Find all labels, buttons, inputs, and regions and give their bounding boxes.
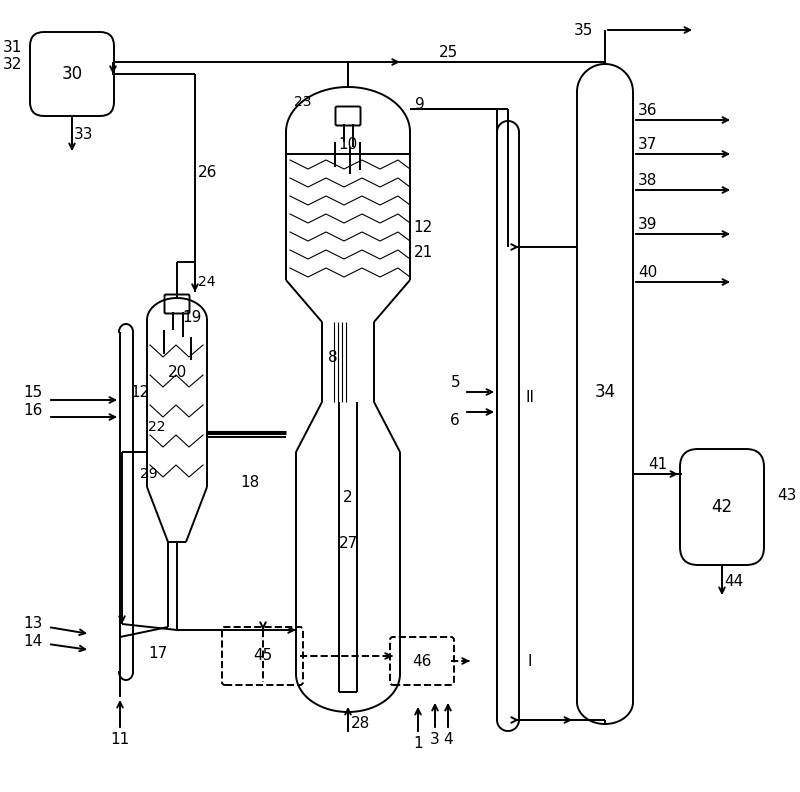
FancyBboxPatch shape	[335, 106, 361, 125]
Text: 12: 12	[414, 219, 433, 234]
FancyBboxPatch shape	[680, 449, 764, 565]
Text: 42: 42	[711, 498, 733, 516]
Text: 28: 28	[350, 717, 370, 732]
Text: 34: 34	[594, 383, 615, 401]
Text: 43: 43	[778, 488, 797, 502]
Text: 17: 17	[148, 646, 168, 661]
Text: 24: 24	[198, 275, 216, 289]
Text: 39: 39	[638, 216, 658, 231]
Text: 2: 2	[343, 489, 353, 505]
Text: 46: 46	[412, 653, 432, 668]
Text: 12: 12	[130, 384, 150, 399]
Text: 10: 10	[338, 136, 358, 151]
Text: 20: 20	[167, 364, 186, 379]
Text: 35: 35	[574, 22, 593, 37]
Text: 25: 25	[438, 44, 458, 59]
Text: 32: 32	[2, 56, 22, 71]
Text: 40: 40	[638, 265, 658, 280]
Text: 27: 27	[338, 536, 358, 551]
Text: 30: 30	[62, 65, 82, 83]
Text: 45: 45	[254, 649, 273, 664]
Text: 18: 18	[240, 474, 260, 489]
Text: 4: 4	[443, 733, 453, 748]
Text: 31: 31	[2, 40, 22, 55]
Text: 26: 26	[198, 165, 218, 180]
Text: 14: 14	[24, 634, 43, 649]
Text: 41: 41	[648, 456, 668, 471]
FancyBboxPatch shape	[390, 637, 454, 685]
Text: 5: 5	[450, 375, 460, 390]
Text: 19: 19	[182, 310, 202, 325]
Text: 15: 15	[24, 384, 43, 399]
Text: 6: 6	[450, 413, 460, 428]
Text: 9: 9	[415, 97, 425, 112]
Text: 11: 11	[110, 733, 130, 748]
Text: 1: 1	[413, 737, 423, 752]
Text: II: II	[526, 390, 534, 405]
Text: I: I	[528, 654, 532, 669]
Text: 21: 21	[414, 245, 433, 260]
Text: 29: 29	[140, 467, 158, 481]
FancyBboxPatch shape	[222, 627, 303, 685]
Text: 37: 37	[638, 136, 658, 151]
Text: 16: 16	[24, 402, 43, 417]
Text: 38: 38	[638, 173, 658, 188]
Text: 33: 33	[74, 127, 94, 142]
Text: 23: 23	[294, 95, 312, 109]
Text: 44: 44	[724, 573, 744, 588]
FancyBboxPatch shape	[165, 295, 190, 314]
FancyBboxPatch shape	[30, 32, 114, 116]
Text: 3: 3	[430, 733, 440, 748]
Text: 13: 13	[24, 616, 43, 631]
Text: 22: 22	[148, 420, 166, 434]
Text: 36: 36	[638, 102, 658, 117]
Text: 8: 8	[328, 349, 338, 364]
